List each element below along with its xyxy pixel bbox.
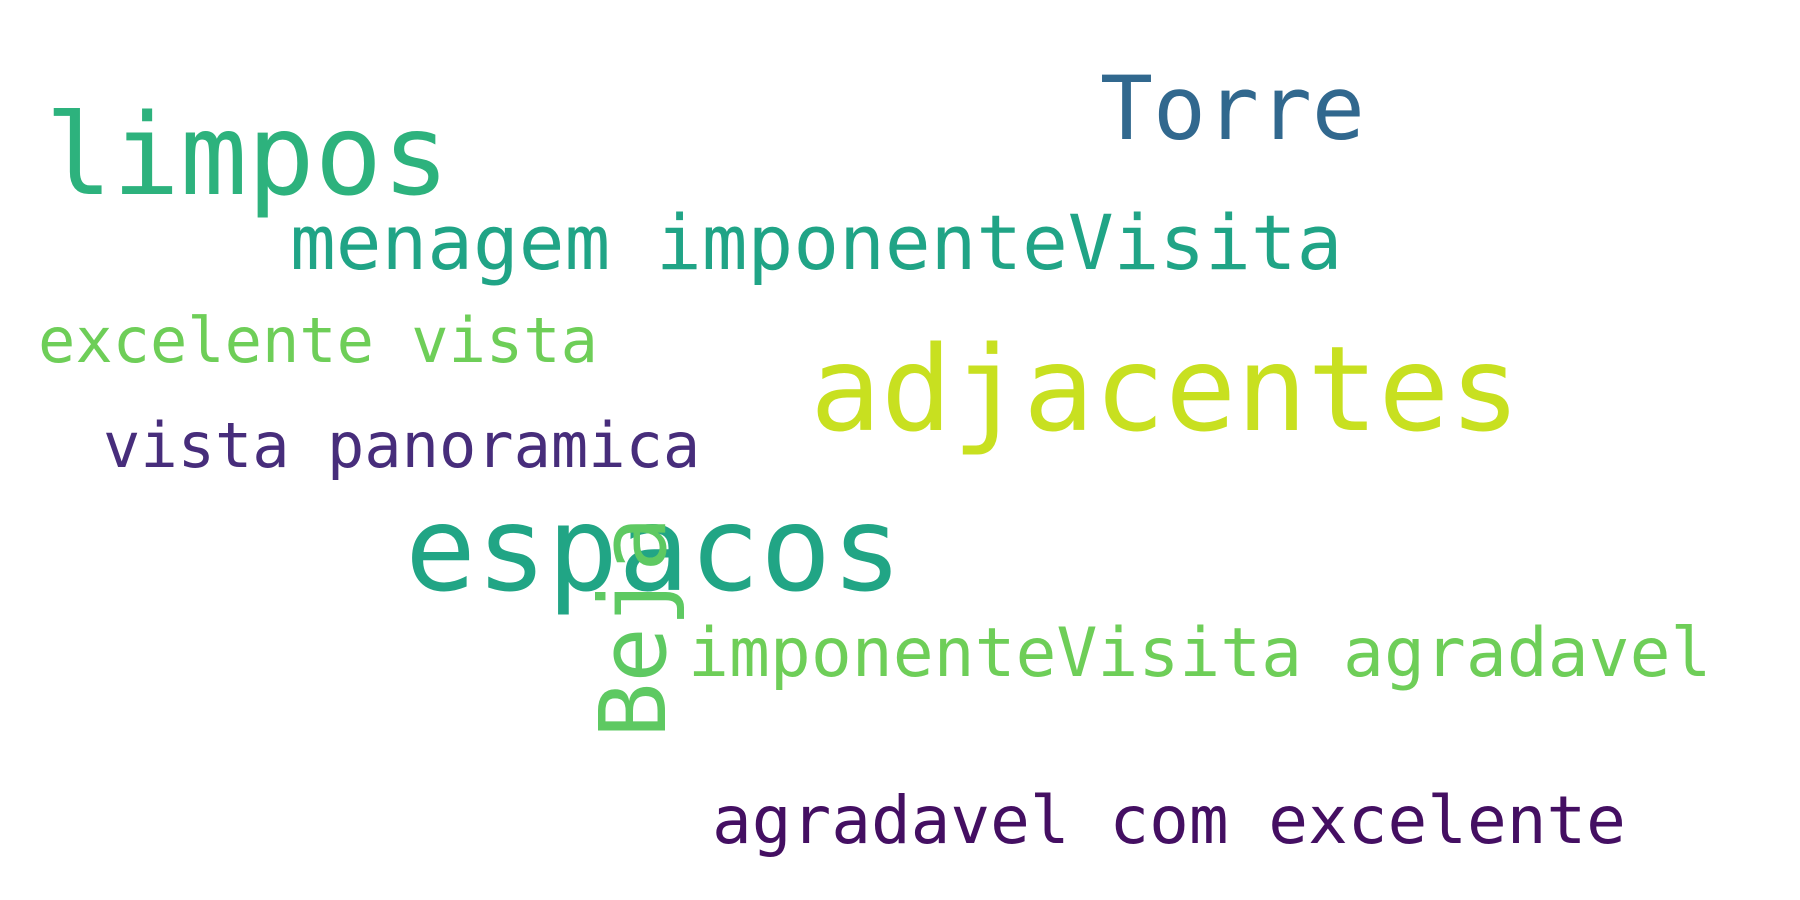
word-menagem-imponentevisita: menagem imponenteVisita bbox=[290, 198, 1343, 287]
word-adjacentes: adjacentes bbox=[810, 320, 1521, 458]
word-limpos: limpos bbox=[45, 91, 450, 221]
word-torre: Torre bbox=[1100, 57, 1365, 160]
word-beja: Beja bbox=[580, 516, 687, 738]
word-agradavel-com-excelente: agradavel com excelente bbox=[712, 782, 1626, 859]
word-imponentevisita-agradavel: imponenteVisita agradavel bbox=[688, 614, 1712, 693]
word-espacos: espacos bbox=[405, 480, 903, 618]
word-vista-panoramica: vista panoramica bbox=[103, 409, 701, 482]
word-excelente-vista: excelente vista bbox=[38, 304, 598, 377]
